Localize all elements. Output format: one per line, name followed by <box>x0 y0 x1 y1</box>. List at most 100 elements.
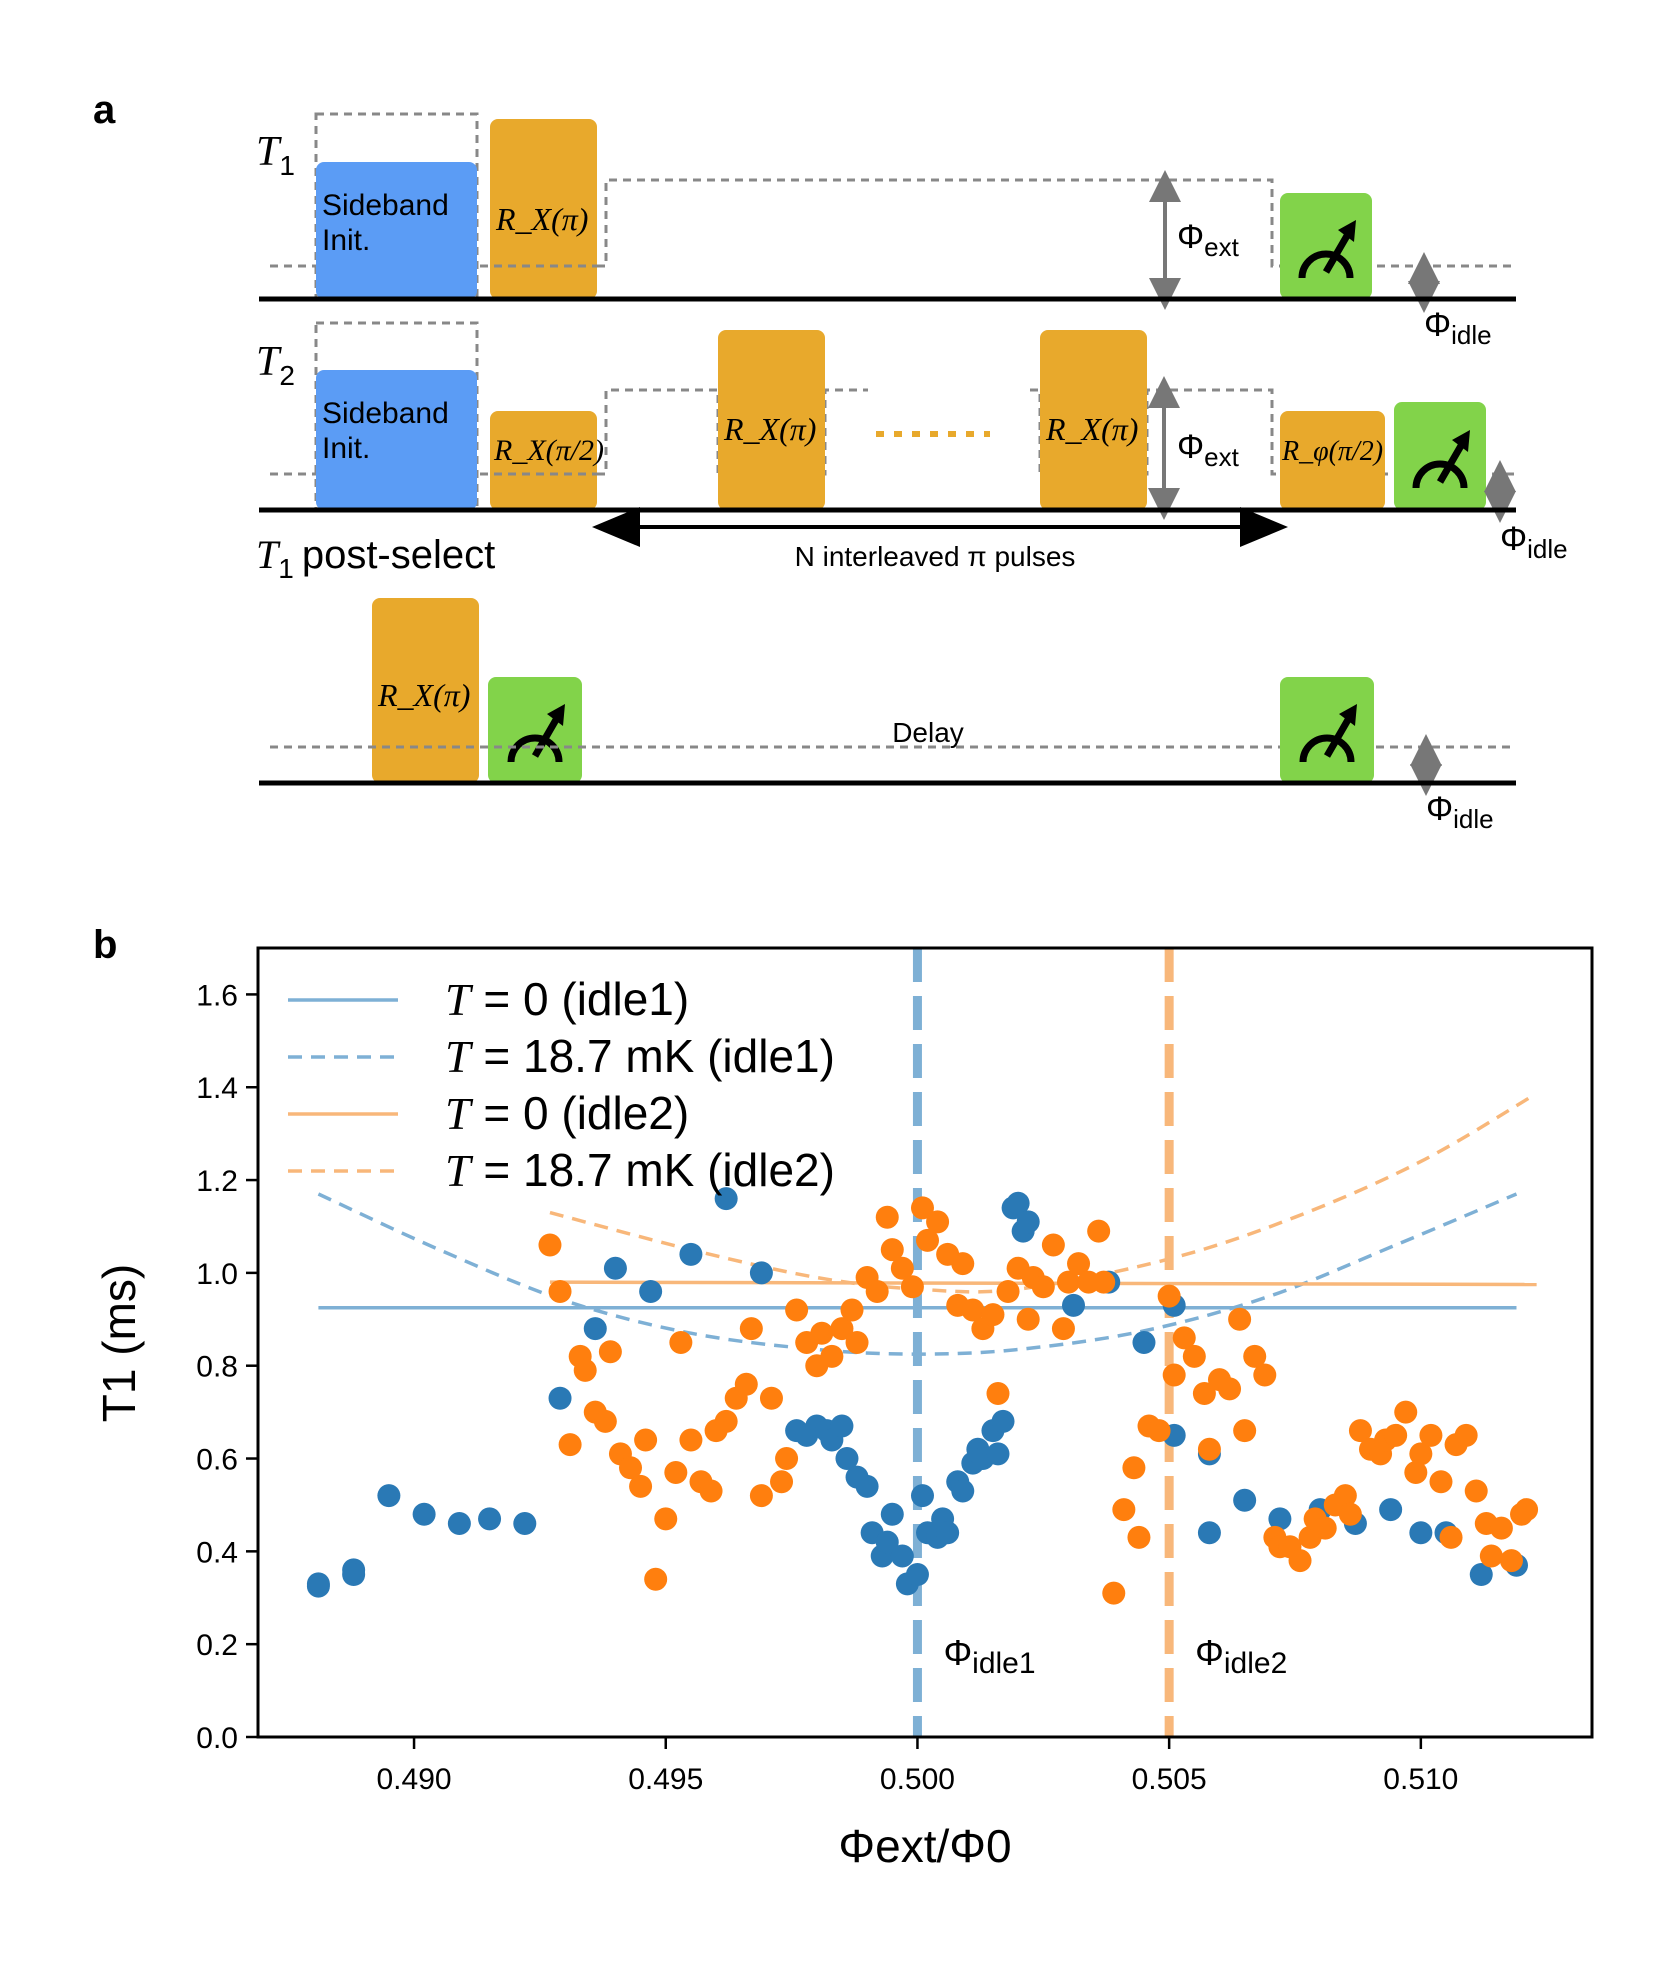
legend-label: T = 18.7 mK (idle1) <box>445 1030 835 1082</box>
idle2-point <box>654 1507 678 1531</box>
idle1-point <box>1268 1507 1292 1531</box>
idle2-point <box>1041 1233 1065 1257</box>
idle2-point <box>900 1275 924 1299</box>
row3-measure-box-1 <box>488 677 582 783</box>
idle2-point <box>1479 1544 1503 1568</box>
y-tick-label: 1.4 <box>196 1072 238 1105</box>
idle2-point <box>664 1460 688 1484</box>
idle2-point <box>820 1344 844 1368</box>
legend-label: T = 18.7 mK (idle2) <box>445 1144 835 1196</box>
data-points <box>306 1187 1539 1605</box>
idle2-point <box>1157 1284 1181 1308</box>
idle2-point <box>629 1474 653 1498</box>
idle2-point <box>1394 1400 1418 1424</box>
idle1-point <box>835 1447 859 1471</box>
idle2-point <box>1087 1219 1111 1243</box>
idle2-point <box>890 1256 914 1280</box>
row2-measure-box <box>1394 402 1486 510</box>
idle1-point <box>1469 1563 1493 1587</box>
t1-scatter-chart: Φidle1 Φidle2 0.490 0.495 0.500 0.505 0.5100.… <box>93 946 1594 1872</box>
idle2-point <box>785 1298 809 1322</box>
row1-sideband-text-1: Sideband <box>322 189 449 222</box>
idle-vertical-lines: Φidle1 Φidle2 <box>912 948 1287 1737</box>
idle1-point <box>936 1521 960 1545</box>
idle2-point <box>1112 1498 1136 1522</box>
idle2-point <box>1016 1307 1040 1331</box>
idle2-point <box>679 1428 703 1452</box>
row2-sideband-box <box>316 370 477 510</box>
row1-phi-ext-label: Φext <box>1177 218 1240 262</box>
idle1-point <box>377 1484 401 1508</box>
idle1-point <box>1062 1293 1086 1317</box>
idle1-point <box>412 1502 436 1526</box>
idle1-point <box>951 1479 975 1503</box>
curve-1 <box>317 1192 1518 1356</box>
idle2-point <box>865 1279 889 1303</box>
idle1-point <box>1016 1210 1040 1234</box>
row2-phi-idle-label: Φidle <box>1500 520 1568 564</box>
idle2-point <box>910 1196 934 1220</box>
idle1-point <box>749 1261 773 1285</box>
idle2-point <box>634 1428 658 1452</box>
idle1-point <box>1409 1521 1433 1545</box>
row2-pulse-last <box>1280 411 1385 510</box>
idle2-point <box>996 1279 1020 1303</box>
panel-b-label: b <box>93 923 117 967</box>
row3-pulse-rx-pi <box>372 598 479 783</box>
idle2-point <box>1454 1423 1478 1447</box>
row3-title: T1 post-select <box>256 532 495 584</box>
y-tick-label: 0.4 <box>196 1536 238 1569</box>
idle2-point <box>1228 1307 1252 1331</box>
idle2-point <box>916 1228 940 1252</box>
idle2-point <box>1338 1502 1362 1526</box>
legend: T = 0 (idle1)T = 18.7 mK (idle1)T = 0 (i… <box>288 973 835 1196</box>
row2-pulse-mid-a-label: R_X(π) <box>723 411 816 447</box>
idle1-point <box>583 1317 607 1341</box>
axis-ticks: 0.490 0.495 0.500 0.505 0.510 0.0 0.2 0.4 0.6 0.8… <box>196 979 1458 1796</box>
row2-pulse-mid-b <box>1040 330 1147 510</box>
x-tick-label: 0.505 <box>1132 1763 1207 1796</box>
idle2-point <box>1031 1275 1055 1299</box>
idle2-point <box>1218 1377 1242 1401</box>
idle2-point <box>1404 1460 1428 1484</box>
plot-frame <box>256 946 1594 1739</box>
idle2-point <box>1333 1484 1357 1508</box>
idle2-point <box>1056 1270 1080 1294</box>
idle2-point <box>1439 1525 1463 1549</box>
row3-phi-idle-label: Φidle <box>1426 790 1494 834</box>
idle2-point <box>669 1331 693 1354</box>
idle2-point <box>1253 1363 1277 1387</box>
idle2-point <box>1409 1442 1433 1466</box>
idle2-point <box>1147 1419 1171 1443</box>
idle2-point <box>699 1479 723 1503</box>
idle1-point <box>548 1386 572 1410</box>
row2-sideband-text-2: Init. <box>322 432 370 465</box>
idle2-point <box>714 1409 738 1433</box>
idle2-point <box>1102 1581 1126 1605</box>
panel-a-label: a <box>93 88 116 132</box>
idle2-point <box>573 1358 597 1382</box>
idle2-point <box>830 1317 854 1341</box>
idle1-point <box>714 1187 738 1211</box>
x-tick-label: 0.500 <box>880 1763 955 1796</box>
idle1-point <box>478 1507 502 1531</box>
row2-pulse-rx-half-pi <box>490 411 597 510</box>
row2-pulse-mid-b-label: R_X(π) <box>1045 411 1138 447</box>
idle1-point <box>855 1474 879 1498</box>
y-tick-label: 1.0 <box>196 1258 238 1291</box>
idle2-point <box>1233 1419 1257 1443</box>
idle2-point <box>739 1317 763 1341</box>
idle2-point <box>1197 1437 1221 1461</box>
row3-measure-box-2 <box>1280 677 1374 783</box>
row1-sideband-box <box>316 162 477 299</box>
idle1-point <box>1132 1331 1156 1354</box>
y-tick-label: 1.2 <box>196 1165 238 1198</box>
row2-title: T2 <box>256 339 295 391</box>
idle1-point <box>1233 1488 1257 1512</box>
idle2-point <box>1172 1326 1196 1350</box>
idle1-point <box>1006 1191 1030 1215</box>
y-tick-label: 1.6 <box>196 979 238 1012</box>
legend-label: T = 0 (idle1) <box>445 973 689 1025</box>
idle1-point <box>679 1242 703 1266</box>
